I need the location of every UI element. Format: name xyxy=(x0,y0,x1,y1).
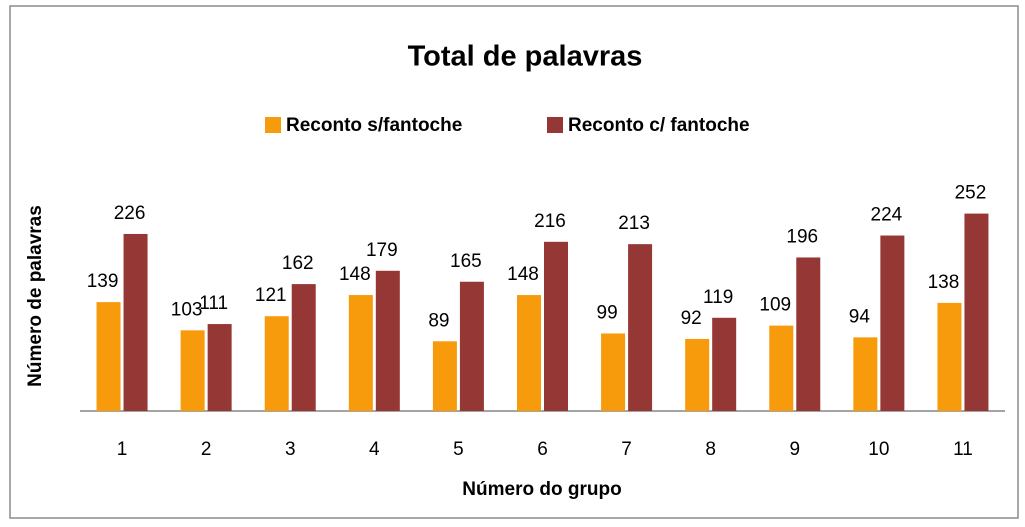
y-axis-label: Número de palavras xyxy=(25,205,46,387)
bar xyxy=(96,302,121,411)
bar xyxy=(964,213,989,411)
bar xyxy=(348,295,373,411)
legend-swatch xyxy=(265,117,281,133)
bar xyxy=(628,244,653,411)
x-tick-label: 7 xyxy=(621,439,632,460)
x-tick-label: 6 xyxy=(537,439,548,460)
bar xyxy=(432,341,457,411)
value-label: 119 xyxy=(703,287,733,308)
x-tick-label: 11 xyxy=(953,439,973,460)
x-tick-label: 9 xyxy=(789,439,800,460)
x-tick-label: 3 xyxy=(285,439,296,460)
value-label: 165 xyxy=(450,251,482,272)
value-label: 148 xyxy=(507,264,539,285)
bar xyxy=(180,330,205,411)
bar xyxy=(769,325,794,411)
value-label: 139 xyxy=(87,271,119,292)
x-axis-label: Número do grupo xyxy=(462,479,621,500)
value-label: 196 xyxy=(786,226,818,247)
value-label: 252 xyxy=(955,183,987,204)
value-label: 179 xyxy=(366,240,398,261)
bar xyxy=(375,270,400,411)
value-label: 162 xyxy=(282,253,314,274)
bar xyxy=(544,241,568,411)
value-label: 121 xyxy=(255,285,287,306)
bar xyxy=(685,338,710,411)
legend-label: Reconto s/fantoche xyxy=(286,115,462,136)
x-tick-label: 4 xyxy=(369,439,380,460)
value-label: 138 xyxy=(928,272,960,293)
bar xyxy=(712,317,737,411)
x-tick-label: 1 xyxy=(117,439,128,460)
bar xyxy=(517,295,541,411)
value-label: 94 xyxy=(849,306,871,327)
value-label: 92 xyxy=(681,308,702,329)
x-tick-label: 10 xyxy=(868,439,889,460)
bar xyxy=(601,333,626,411)
bar xyxy=(291,284,316,411)
bar xyxy=(207,324,232,411)
value-label: 99 xyxy=(597,302,618,323)
value-label: 148 xyxy=(339,264,371,285)
value-label: 89 xyxy=(428,310,449,331)
value-label: 224 xyxy=(871,205,903,226)
x-tick-label: 8 xyxy=(705,439,716,460)
bar xyxy=(123,233,148,411)
chart-title: Total de palavras xyxy=(408,41,643,73)
value-label: 109 xyxy=(759,295,791,316)
bar xyxy=(853,337,878,411)
value-label: 103 xyxy=(171,299,203,320)
bar xyxy=(459,281,484,411)
value-label: 213 xyxy=(618,213,650,234)
value-label: 111 xyxy=(199,293,228,314)
bar xyxy=(796,257,821,411)
chart-frame xyxy=(9,5,1019,519)
x-tick-label: 5 xyxy=(453,439,464,460)
x-tick-label: 2 xyxy=(201,439,212,460)
bar xyxy=(880,235,905,411)
value-label: 216 xyxy=(534,211,566,232)
value-label: 226 xyxy=(114,203,146,224)
legend-label: Reconto c/ fantoche xyxy=(568,115,750,136)
legend-swatch xyxy=(547,117,563,133)
bar xyxy=(264,316,289,411)
bar xyxy=(937,302,962,411)
